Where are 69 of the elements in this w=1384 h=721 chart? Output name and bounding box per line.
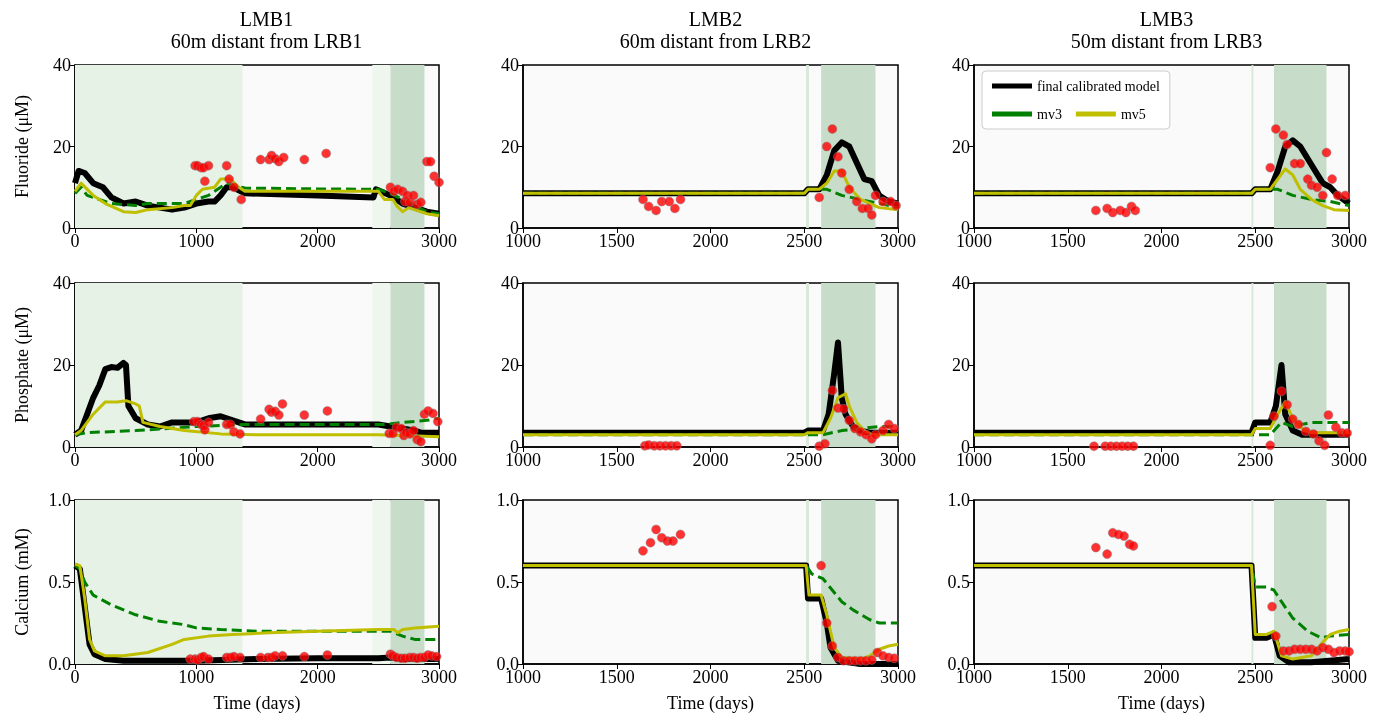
x-tick-label: 1000 <box>178 231 215 251</box>
x-axis-title: Time (days) <box>1118 693 1205 714</box>
x-tick-label: 2500 <box>1237 667 1274 687</box>
x-tick-label: 3000 <box>421 450 457 470</box>
x-tick-label: 2000 <box>692 667 729 687</box>
x-tick-label: 2000 <box>1143 667 1180 687</box>
y-tick-label: 20 <box>952 136 970 157</box>
x-tick-label: 2500 <box>786 231 823 251</box>
y-tick-label: 20 <box>53 355 71 375</box>
y-tick-label: 1.0 <box>496 490 519 510</box>
y-tick-label: 40 <box>53 273 71 293</box>
y-tick-label: 40 <box>53 55 71 75</box>
y-tick-label: 0.5 <box>48 572 71 592</box>
legend-label: mv3 <box>1037 106 1062 122</box>
x-axis-title: Time (days) <box>667 693 754 714</box>
x-tick-label: 3000 <box>880 667 916 687</box>
y-axis-title: Fluoride (μM) <box>12 94 33 199</box>
x-tick-label: 1500 <box>1049 450 1086 470</box>
x-tick-label: 2000 <box>299 450 336 470</box>
x-tick-label: 2000 <box>299 231 336 251</box>
x-tick-label: 1500 <box>598 231 635 251</box>
x-tick-label: 2000 <box>692 231 729 251</box>
y-tick-label: 0 <box>62 218 71 238</box>
y-tick-label: 1.0 <box>48 490 71 510</box>
chart-title: LMB3 <box>1139 8 1194 30</box>
legend-label: final calibrated model <box>1037 78 1160 94</box>
chart-title: LMB1 <box>239 8 294 30</box>
x-tick-label: 1500 <box>1049 667 1086 687</box>
y-axis-title: Phosphate (μM) <box>12 306 33 424</box>
x-tick-label: 3000 <box>421 231 457 251</box>
y-tick-label: 20 <box>501 136 519 157</box>
x-tick-label: 2000 <box>1143 231 1180 251</box>
x-tick-label: 1000 <box>178 667 215 687</box>
x-tick-label: 2500 <box>786 667 823 687</box>
y-tick-label: 0.0 <box>48 654 71 674</box>
x-tick-label: 3000 <box>880 450 916 470</box>
x-tick-label: 2500 <box>1237 450 1274 470</box>
x-axis-title: Time (days) <box>213 693 301 714</box>
y-tick-label: 20 <box>53 136 71 157</box>
chart-subtitle: 60m distant from LRB1 <box>170 30 363 52</box>
y-tick-label: 0 <box>62 437 71 457</box>
x-tick-label: 2000 <box>1143 450 1180 470</box>
y-tick-label: 1.0 <box>947 490 970 510</box>
x-tick-label: 3000 <box>421 667 457 687</box>
y-tick-label: 20 <box>501 355 519 375</box>
x-tick-label: 1000 <box>178 450 215 470</box>
x-tick-label: 1500 <box>598 667 635 687</box>
y-tick-label: 0.5 <box>947 572 970 592</box>
chart-subtitle: 60m distant from LRB2 <box>619 30 812 52</box>
x-tick-label: 3000 <box>880 231 916 251</box>
chart-title: LMB2 <box>688 8 743 30</box>
y-tick-label: 0.5 <box>496 572 519 592</box>
y-tick-label: 40 <box>501 273 519 293</box>
x-tick-label: 1500 <box>1049 231 1086 251</box>
x-tick-label: 3000 <box>1331 231 1367 251</box>
y-tick-label: 20 <box>952 355 970 375</box>
chart-subtitle: 50m distant from LRB3 <box>1070 30 1263 52</box>
x-tick-label: 2000 <box>692 450 729 470</box>
legend-label: mv5 <box>1120 106 1146 122</box>
x-tick-label: 2000 <box>299 667 336 687</box>
x-tick-label: 3000 <box>1331 667 1367 687</box>
y-tick-label: 40 <box>952 55 970 75</box>
x-tick-label: 3000 <box>1331 450 1367 470</box>
x-tick-label: 2500 <box>786 450 823 470</box>
x-tick-label: 1500 <box>598 450 635 470</box>
y-tick-label: 40 <box>952 273 970 293</box>
y-axis-title: Calcium (mM) <box>12 528 33 636</box>
x-tick-label: 2500 <box>1237 231 1274 251</box>
y-tick-label: 40 <box>501 55 519 75</box>
